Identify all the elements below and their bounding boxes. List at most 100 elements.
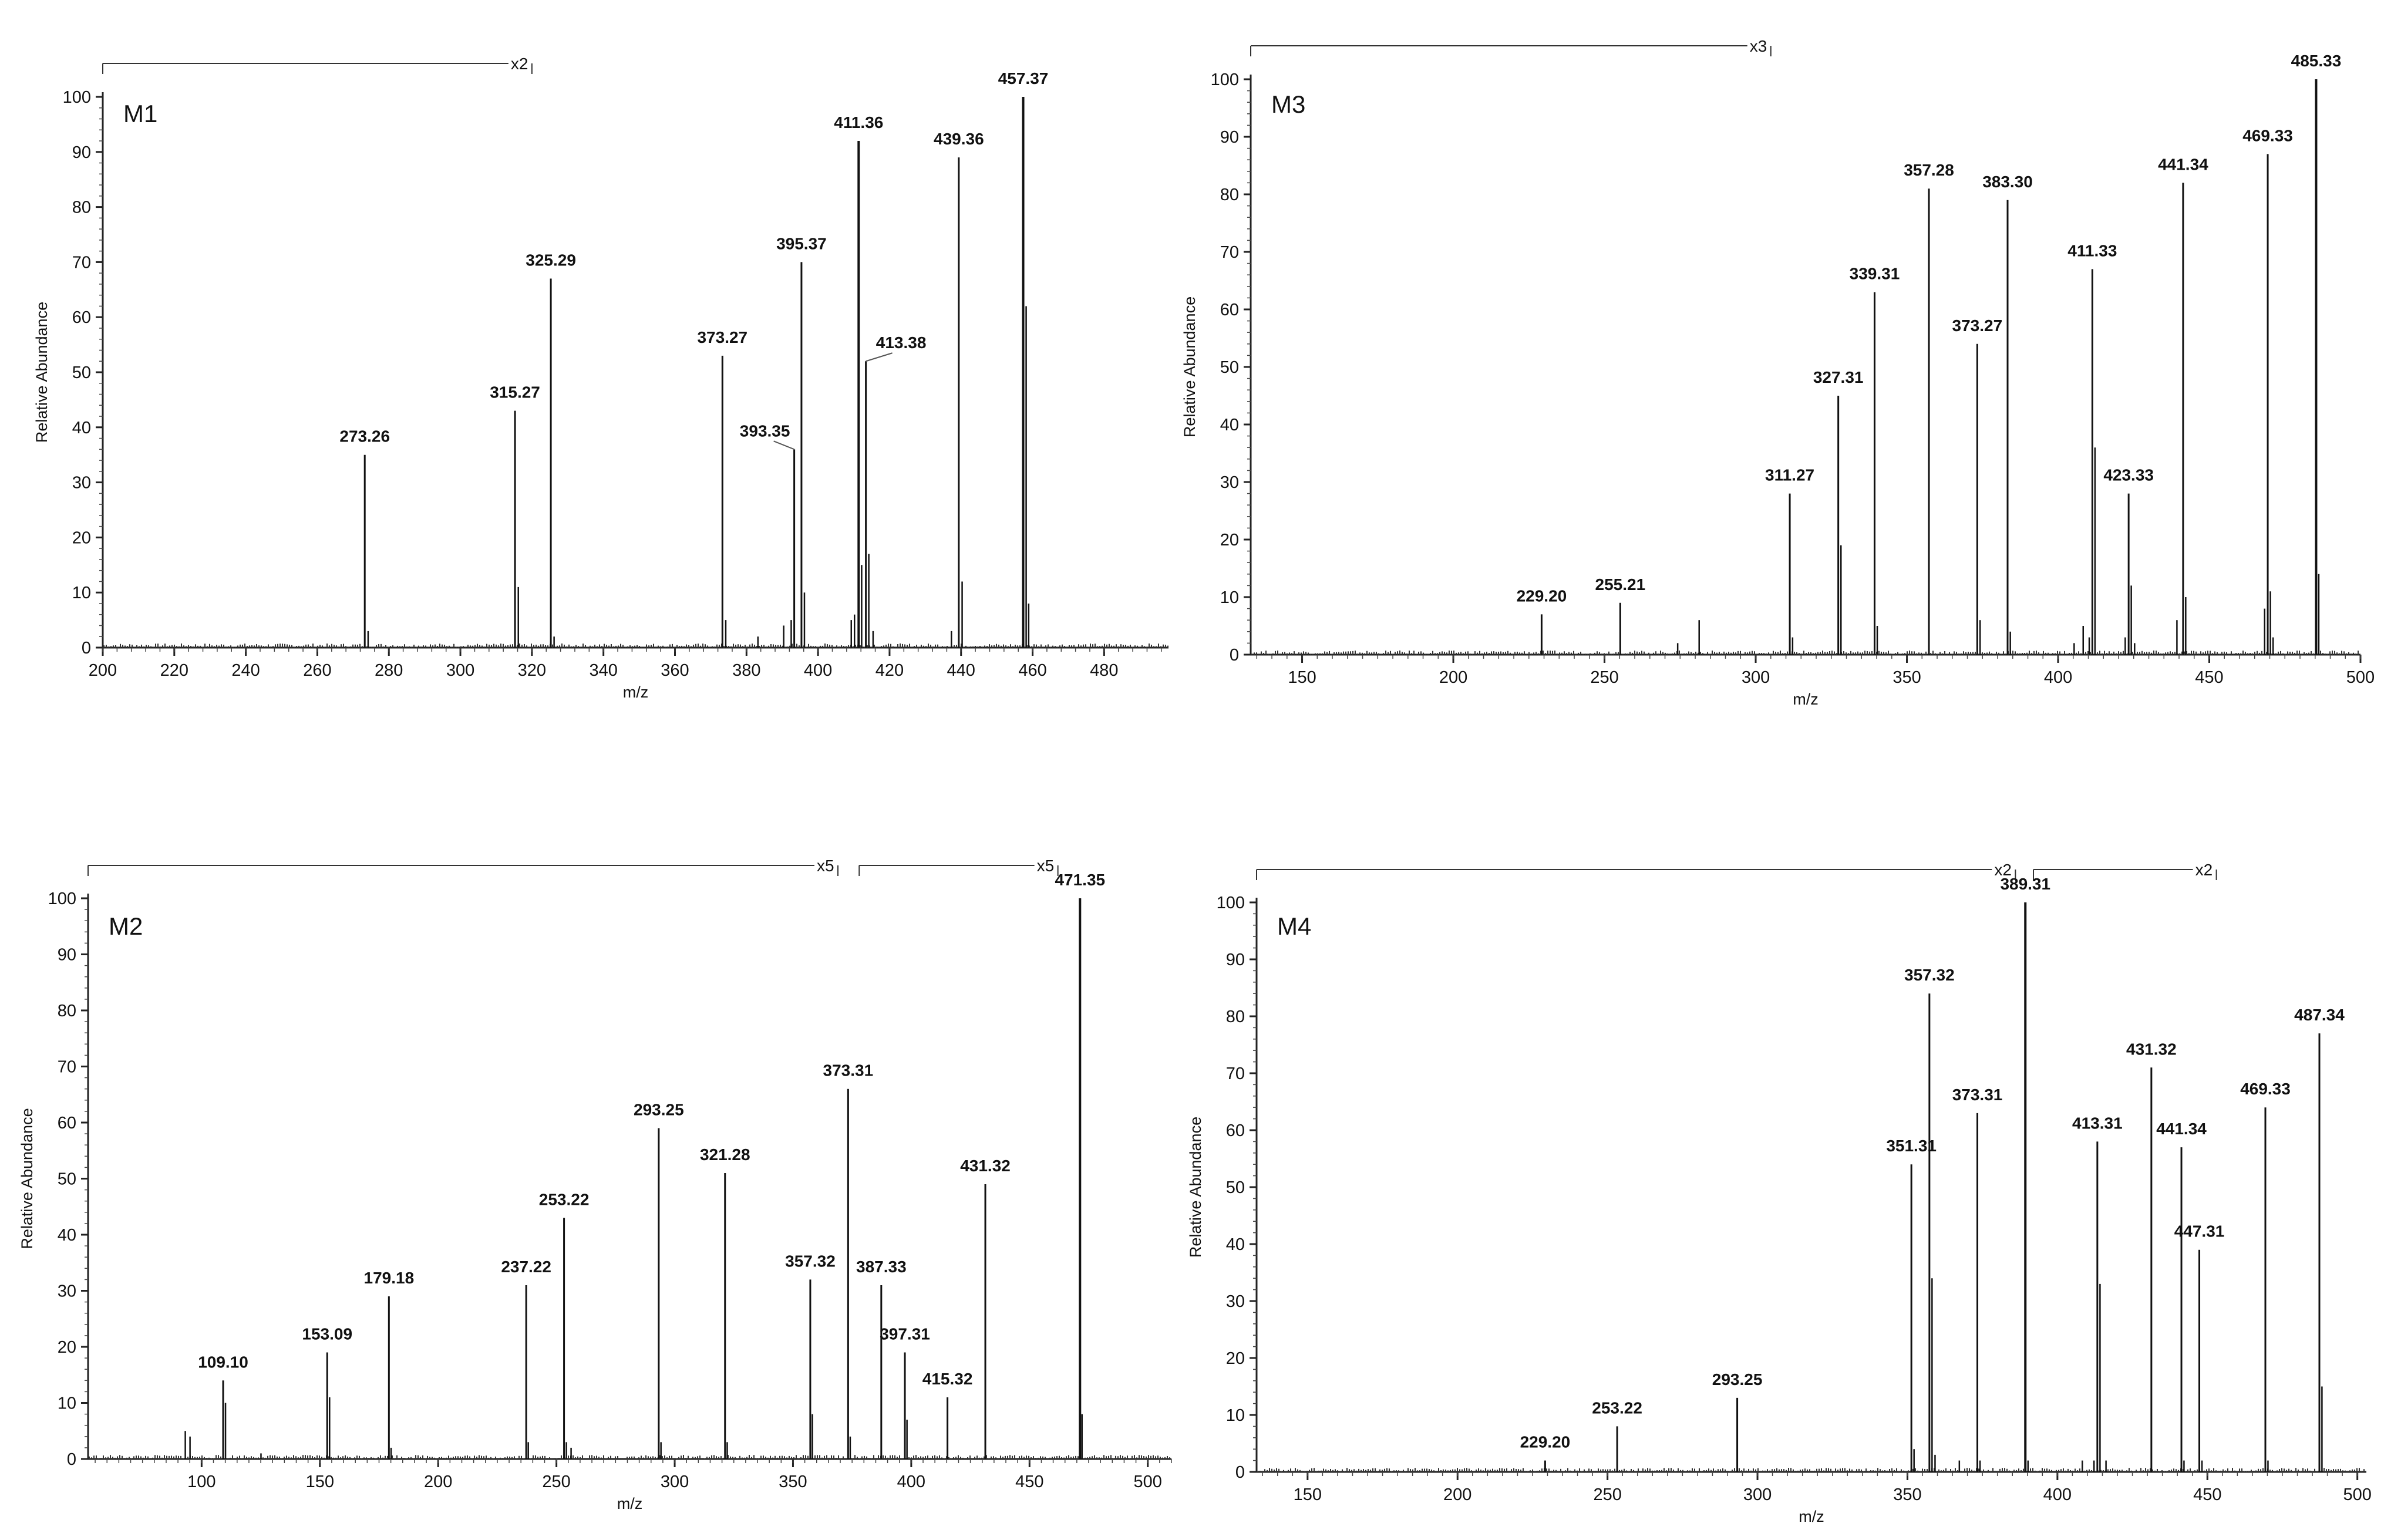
magnification-bracket: x2 <box>1256 861 2016 880</box>
peak-label: 411.33 <box>2067 241 2117 260</box>
x-tick-label: 150 <box>306 1472 334 1491</box>
y-tick-label: 60 <box>1226 1121 1245 1140</box>
peak-label: 393.35 <box>740 422 790 440</box>
x-axis-title: m/z <box>617 1495 643 1512</box>
peak-label: 237.22 <box>501 1258 551 1276</box>
peak-label: 315.27 <box>490 383 540 402</box>
peak-label: 339.31 <box>1850 265 1900 283</box>
y-tick-label: 90 <box>72 143 91 162</box>
x-axis-title: m/z <box>1793 690 1819 708</box>
peak-label: 397.31 <box>880 1325 930 1343</box>
magnification-label: x5 <box>1037 857 1055 875</box>
y-tick-label: 90 <box>1226 951 1245 969</box>
x-tick-label: 400 <box>2043 1485 2072 1504</box>
y-tick-label: 20 <box>1226 1349 1245 1368</box>
spectrum-panel-m3: 0 10 20 30 40 50 60 70 80 90 100 150 200 250 300 350 400… <box>1181 37 2375 708</box>
x-tick-label: 500 <box>2343 1485 2371 1504</box>
x-tick-label: 400 <box>897 1472 925 1491</box>
x-tick-label: 350 <box>1892 668 1921 687</box>
y-tick-label: 70 <box>72 253 91 272</box>
peak-label: 471.35 <box>1055 871 1105 889</box>
peak-label: 457.37 <box>998 69 1049 87</box>
magnification-bracket: x2 <box>102 55 533 74</box>
x-tick-label: 340 <box>589 661 617 680</box>
peak-label: 253.22 <box>1592 1399 1642 1417</box>
x-axis-title: m/z <box>623 683 649 701</box>
y-tick-label: 20 <box>72 528 91 547</box>
y-tick-label: 80 <box>1226 1007 1245 1026</box>
x-tick-label: 300 <box>446 661 474 680</box>
y-tick-label: 80 <box>58 1002 76 1020</box>
peak-label: 311.27 <box>1765 466 1814 484</box>
peak-label: 441.34 <box>2158 155 2208 173</box>
peak-label: 229.20 <box>1520 1433 1571 1451</box>
y-tick-label: 0 <box>1235 1463 1245 1482</box>
y-tick-label: 60 <box>72 308 91 327</box>
magnification-label: x5 <box>817 857 834 875</box>
x-tick-label: 250 <box>1593 1485 1621 1504</box>
peak-label: 383.30 <box>1982 173 2033 191</box>
y-tick-label: 100 <box>1211 70 1239 89</box>
peak-label: 373.27 <box>697 328 747 346</box>
peak-label: 389.31 <box>2000 875 2050 893</box>
peak-label: 413.38 <box>876 333 927 352</box>
x-tick-label: 280 <box>375 661 403 680</box>
y-axis-title: Relative Abundance <box>33 302 50 443</box>
y-axis-title: Relative Abundance <box>18 1108 36 1249</box>
magnification-label: x2 <box>2195 861 2213 879</box>
x-axis-title: m/z <box>1799 1508 1824 1525</box>
y-tick-label: 50 <box>1220 358 1239 377</box>
x-tick-label: 220 <box>160 661 188 680</box>
peak-label: 325.29 <box>526 251 576 269</box>
y-tick-label: 50 <box>58 1170 76 1189</box>
peak-label: 431.32 <box>2126 1040 2177 1058</box>
x-tick-label: 100 <box>187 1472 215 1491</box>
y-tick-label: 0 <box>1230 646 1239 665</box>
peak-label: 413.31 <box>2072 1114 2123 1132</box>
peak-label: 357.32 <box>785 1252 836 1270</box>
x-tick-label: 450 <box>1015 1472 1043 1491</box>
magnification-label: x3 <box>1750 37 1767 55</box>
peak-label: 447.31 <box>2174 1222 2225 1241</box>
peak-label: 431.32 <box>960 1157 1011 1175</box>
magnification-label: x2 <box>511 55 528 73</box>
x-tick-label: 260 <box>303 661 331 680</box>
x-tick-label: 360 <box>661 661 689 680</box>
x-tick-label: 500 <box>2346 668 2375 687</box>
panel-label: M3 <box>1271 90 1305 118</box>
y-tick-label: 90 <box>58 946 76 965</box>
peak-label: 179.18 <box>364 1269 415 1287</box>
x-tick-label: 300 <box>1743 1485 1772 1504</box>
peak-label: 411.36 <box>834 113 883 132</box>
y-tick-label: 100 <box>1217 894 1245 912</box>
peak-label: 321.28 <box>700 1145 750 1164</box>
y-tick-label: 40 <box>58 1226 76 1245</box>
label-leader <box>866 352 893 362</box>
y-tick-label: 90 <box>1220 128 1239 147</box>
x-tick-label: 350 <box>779 1472 807 1491</box>
y-tick-label: 30 <box>72 474 91 493</box>
panel-label: M1 <box>123 100 157 127</box>
peak-label: 439.36 <box>934 130 984 148</box>
y-tick-label: 70 <box>1220 243 1239 262</box>
y-tick-label: 30 <box>1226 1292 1245 1311</box>
peak-label: 293.25 <box>634 1101 684 1119</box>
spectrum-panel-m4: 0 10 20 30 40 50 60 70 80 90 100 150 200 250 300 350 400… <box>1187 861 2372 1525</box>
magnification-bracket: x5 <box>87 857 839 876</box>
x-tick-label: 200 <box>89 661 117 680</box>
x-tick-label: 450 <box>2195 668 2223 687</box>
y-tick-label: 10 <box>1226 1406 1245 1425</box>
y-axis-title: Relative Abundance <box>1187 1117 1204 1258</box>
x-tick-label: 400 <box>2044 668 2072 687</box>
y-tick-label: 80 <box>1220 186 1239 204</box>
peak-label: 327.31 <box>1813 368 1864 386</box>
y-tick-label: 50 <box>1226 1178 1245 1197</box>
x-tick-label: 300 <box>1742 668 1770 687</box>
x-tick-label: 350 <box>1893 1485 1921 1504</box>
x-tick-label: 150 <box>1288 668 1316 687</box>
panel-label: M4 <box>1277 912 1311 940</box>
peak-label: 469.33 <box>2242 126 2293 144</box>
spectrum-panel-m2: 0 10 20 30 40 50 60 70 80 90 100 100 150 200 250 300 350… <box>18 857 1172 1512</box>
y-tick-label: 40 <box>1220 416 1239 434</box>
peak-label: 357.28 <box>1904 161 1954 179</box>
